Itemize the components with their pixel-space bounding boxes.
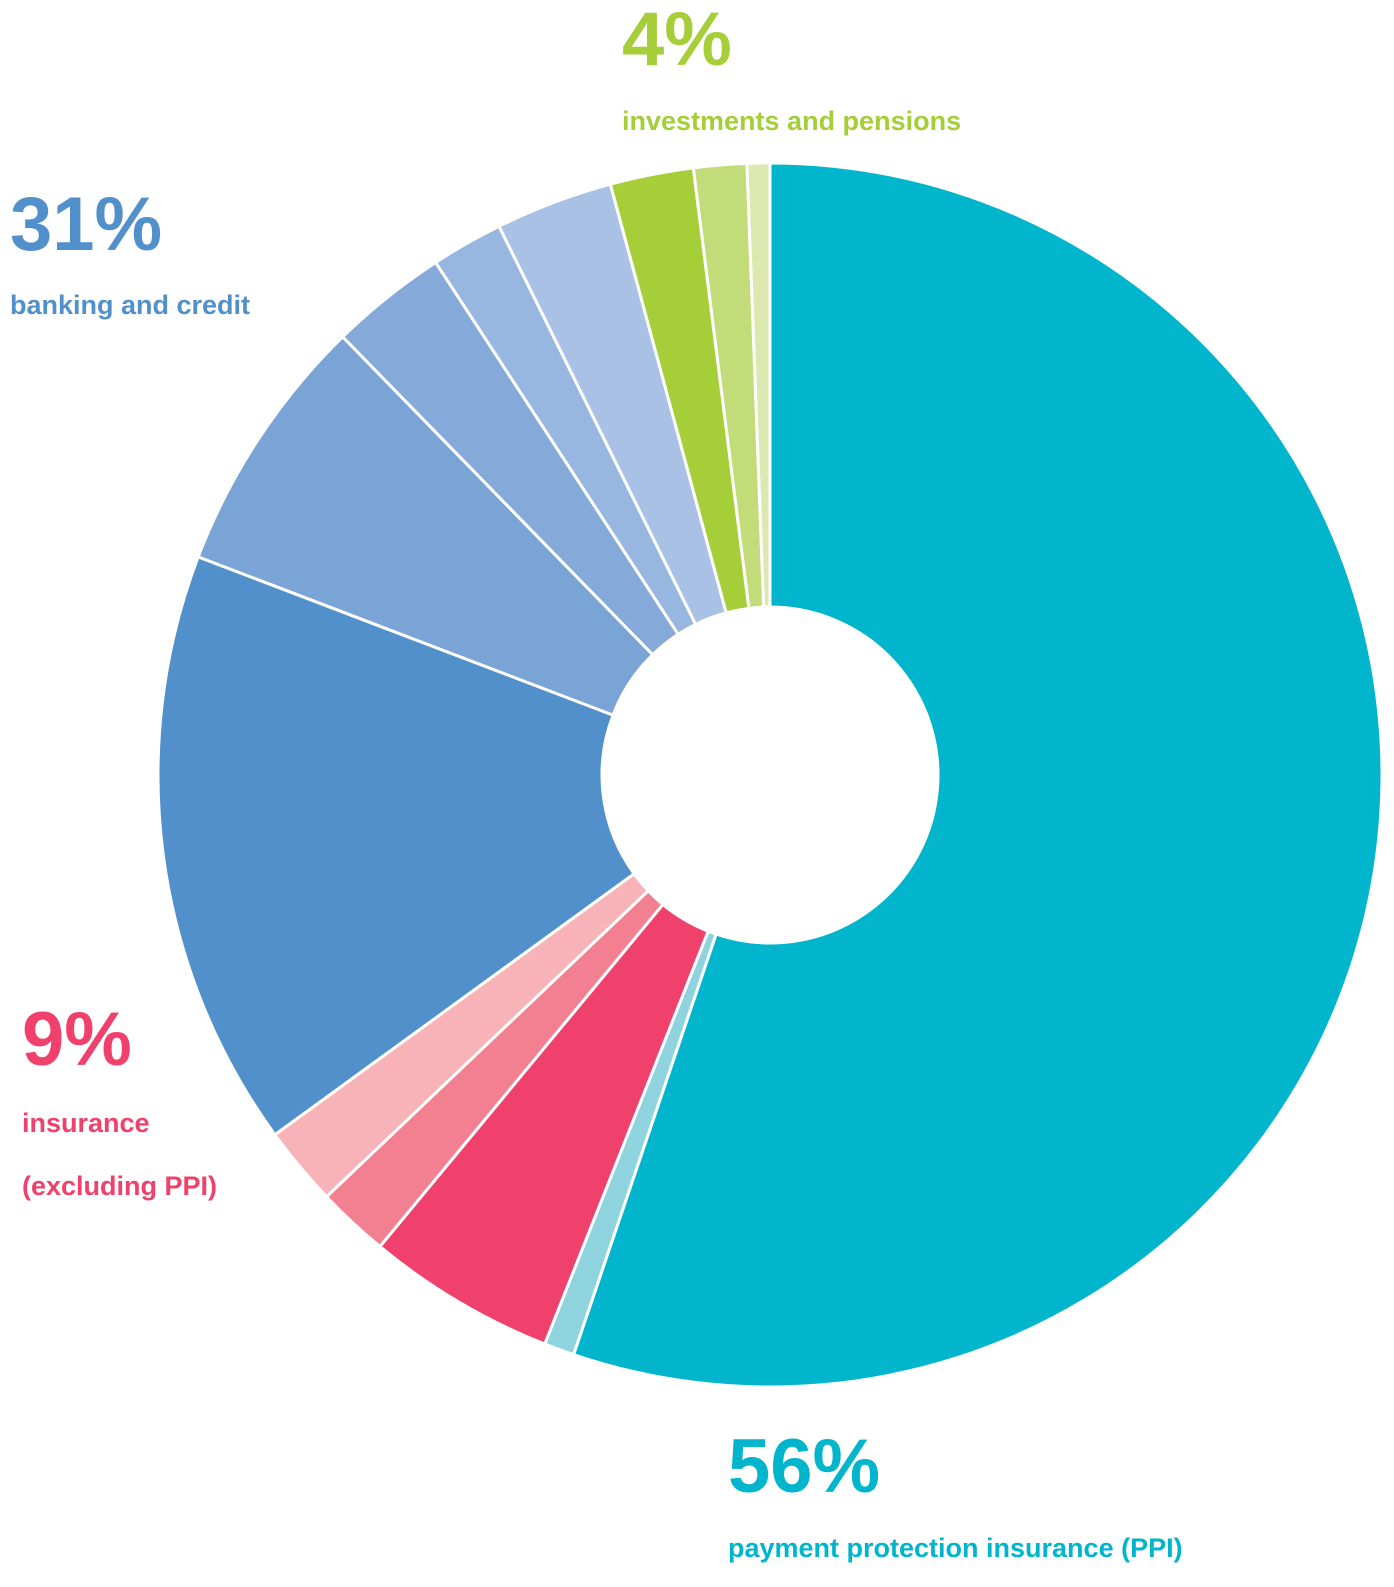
donut-segment	[572, 161, 1384, 1389]
donut-segment	[378, 902, 710, 1346]
group-label: banking and credit	[10, 290, 250, 320]
donut-segment	[196, 335, 655, 717]
group-percent: 31%	[10, 182, 162, 267]
group-label: (excluding PPI)	[22, 1171, 217, 1201]
donut-segment	[156, 555, 636, 1137]
group-percent: 56%	[728, 1424, 880, 1509]
group-label: investments and pensions	[622, 106, 961, 136]
group-label: insurance	[22, 1108, 150, 1138]
group-percent: 4%	[622, 0, 732, 82]
group-percent: 9%	[22, 997, 132, 1082]
donut-segment	[745, 161, 772, 609]
group-label: payment protection insurance (PPI)	[728, 1533, 1183, 1563]
